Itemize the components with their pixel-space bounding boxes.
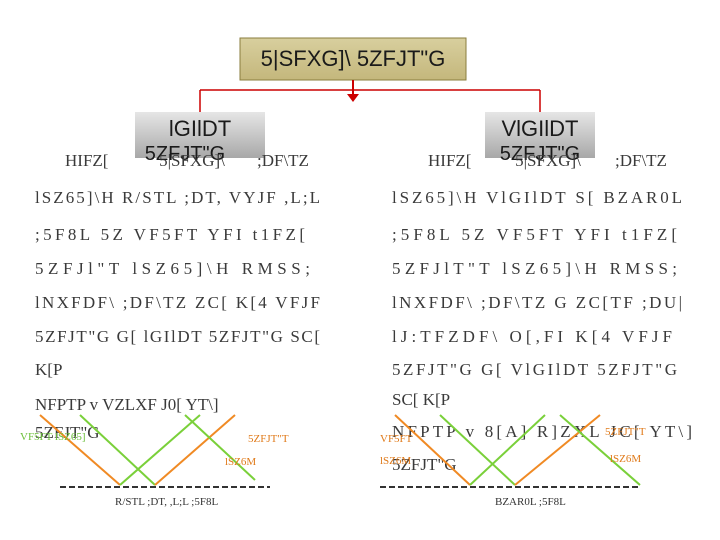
body-line: 5ZFJT"G G[ VlGIlDT 5ZFJT"G [392,360,677,379]
ray [514,414,601,486]
heading-overlap: 5ZFJT"G [500,143,580,165]
body-text: lSZ65]\H R/STL ;DT, VYJF ,L;L ;5F8L 5Z VF… [35,188,692,474]
label: lSZ6M [225,456,256,468]
label: VF5FT [380,433,413,445]
body-line: lJ:TFZDF\ O[,FI K[4 VFJF [392,327,672,346]
ray [559,414,641,486]
header-cell: HIFZ[ [65,151,109,170]
ray [439,414,516,486]
body-line: ;5F8L 5Z VF5FT YFI t1FZ[ [392,225,677,244]
decoration [39,414,641,488]
heading-box [135,112,265,158]
heading-overlap: 5|SFXG]\ [159,151,225,170]
header-cell: ;DF\TZ [257,151,309,170]
header-cell: HIFZ[ [428,151,472,170]
heading-box [485,112,595,158]
body-line: SC[ K[P [392,390,450,409]
body-line: lSZ65]\H R/STL ;DT, VYJF ,L;L [35,188,320,207]
heading: lGIlDT [169,116,231,141]
body-line: ;5F8L 5Z VF5FT YFI t1FZ[ [35,225,305,244]
title-box [239,37,467,81]
ray [154,414,236,486]
body-line: 5ZFJT"G [35,423,100,442]
ray [469,414,546,486]
heading-overlap: 5ZFJT"G [145,143,225,165]
label: 5ZFJT"T [248,433,289,445]
ray [119,414,201,486]
body-line: NFPTP v 8[A] R]ZXL JC[ YT\] [392,422,692,441]
body-line: lSZ65]\H VlGIlDT S[ BZAR0L [392,188,682,207]
header-cell: ;DF\TZ [615,151,667,170]
body-line: 5ZFJl"T lSZ65]\H RMSS; [35,259,310,278]
body-line: 5ZFJT"G [392,455,457,474]
label: BZAR0L ;5F8L [495,496,566,508]
title: 5|SFXG]\ 5ZFJT"G [261,46,446,71]
body-line: 5ZFJT"G G[ lGIlDT 5ZFJT"G SC[ [35,327,320,346]
body-line: 5ZFJlT"T lSZ65]\H RMSS; [392,259,677,278]
body-line: lNXFDF\ ;DF\TZ ZC[ K[4 VFJF [35,293,320,312]
body-line: K[P [35,360,62,379]
label: 5ZFJT"T [605,426,646,438]
label: R/STL ;DT, ,L;L ;5F8L [115,496,218,508]
arrow-head [347,94,359,102]
label: lSZ6M [610,453,641,465]
ray [79,414,156,486]
body-line: NFPTP v VZLXF J0[ YT\] [35,395,219,414]
ray [394,414,471,486]
label: lSZ6M [380,455,411,467]
heading: VlGIlDT [502,116,579,141]
heading-overlap: 5|SFXG]\ [515,151,581,170]
ray [184,414,256,481]
label: VF5FT lSZ65] [20,431,86,443]
ray [39,414,121,486]
body-line: lNXFDF\ ;DF\TZ G ZC[TF ;DU| [392,293,682,312]
